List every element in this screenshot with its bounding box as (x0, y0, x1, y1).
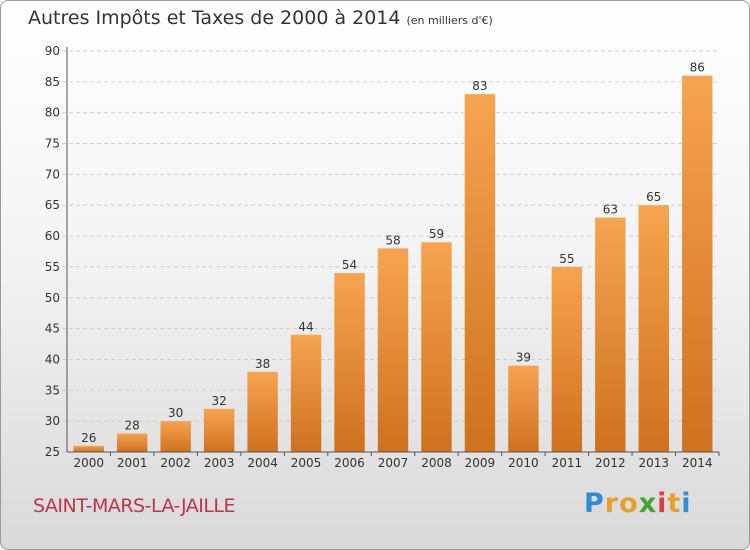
data-label-2007: 58 (385, 233, 400, 247)
data-label-2006: 54 (342, 258, 357, 272)
bar-2007 (377, 248, 409, 452)
x-tick-label-2008: 2008 (421, 456, 452, 470)
data-label-2001: 28 (125, 418, 140, 432)
bar-2001 (116, 433, 148, 452)
x-tick-label-2013: 2013 (639, 456, 670, 470)
bar-2014 (682, 75, 713, 452)
bar-2010 (508, 365, 539, 452)
data-label-2013: 65 (646, 190, 661, 204)
data-label-2008: 59 (429, 227, 444, 241)
data-labels: 26 28 30 32 38 44 54 58 59 83 39 55 63 65 86 (81, 61, 705, 445)
logo-letter: P (584, 488, 605, 519)
data-label-2011: 55 (559, 252, 574, 266)
bar-2003 (203, 408, 235, 452)
y-tick-label: 25 (45, 445, 60, 459)
x-axis-ticks: 2000 2001 2002 2003 2004 2005 2006 2007 2008 2009… (73, 452, 720, 470)
bars (73, 75, 713, 452)
data-label-2000: 26 (81, 431, 96, 445)
data-label-2003: 32 (211, 394, 226, 408)
x-tick-label-2011: 2011 (552, 456, 583, 470)
bar-2008 (421, 242, 452, 452)
y-tick-label: 80 (45, 106, 60, 120)
data-label-2005: 44 (298, 320, 313, 334)
x-tick-label-2002: 2002 (160, 456, 191, 470)
bar-2002 (160, 421, 191, 452)
y-axis-ticks: 25 30 35 40 45 50 55 60 65 70 75 80 85 90 (45, 44, 60, 459)
logo-letter: t (667, 488, 682, 519)
bar-2005 (290, 334, 322, 452)
bar-2012 (595, 217, 626, 452)
y-tick-label: 50 (45, 291, 60, 305)
axes (66, 47, 719, 453)
logo-letter: r (604, 488, 620, 519)
bar-2004 (247, 371, 278, 452)
logo-letter: i (657, 488, 668, 519)
x-tick-label-2001: 2001 (117, 456, 148, 470)
x-tick-label-2009: 2009 (465, 456, 496, 470)
y-tick-label: 70 (45, 167, 60, 181)
logo-letter: i (681, 488, 692, 519)
x-tick-label-2007: 2007 (378, 456, 409, 470)
y-tick-label: 75 (45, 137, 60, 151)
x-tick-label-2000: 2000 (73, 456, 104, 470)
x-tick-label-2012: 2012 (595, 456, 626, 470)
y-tick-label: 90 (45, 44, 60, 58)
y-tick-label: 30 (45, 414, 60, 428)
bar-2013 (638, 205, 670, 452)
y-tick-label: 35 (45, 383, 60, 397)
data-label-2004: 38 (255, 357, 270, 371)
x-tick-label-2005: 2005 (291, 456, 322, 470)
bar-2000 (73, 445, 104, 452)
y-tick-label: 85 (45, 75, 60, 89)
x-tick-label-2006: 2006 (334, 456, 365, 470)
data-label-2014: 86 (690, 61, 705, 75)
data-label-2002: 30 (168, 406, 183, 420)
y-tick-label: 45 (45, 322, 60, 336)
chart-title: Autres Impôts et Taxes de 2000 à 2014 (en… (28, 7, 493, 29)
bar-2009 (464, 94, 496, 452)
proxiti-logo: Proxiti (584, 488, 692, 519)
logo-letter: x (638, 488, 658, 519)
chart-title-text: Autres Impôts et Taxes de 2000 à 2014 (28, 7, 401, 29)
y-tick-label: 40 (45, 352, 60, 366)
commune-name: SAINT-MARS-LA-JAILLE (33, 495, 236, 517)
y-tick-label: 55 (45, 260, 60, 274)
y-tick-label: 60 (45, 229, 60, 243)
bar-2006 (334, 273, 365, 452)
data-label-2012: 63 (603, 203, 618, 217)
x-tick-label-2004: 2004 (247, 456, 278, 470)
bar-2011 (551, 266, 583, 452)
x-tick-label-2003: 2003 (204, 456, 235, 470)
data-label-2010: 39 (516, 351, 531, 365)
data-label-2009: 83 (472, 79, 487, 93)
x-tick-label-2014: 2014 (682, 456, 713, 470)
logo-letter: o (619, 488, 639, 519)
chart-subtitle: (en milliers d'€) (406, 14, 493, 27)
x-tick-label-2010: 2010 (508, 456, 539, 470)
y-tick-label: 65 (45, 198, 60, 212)
